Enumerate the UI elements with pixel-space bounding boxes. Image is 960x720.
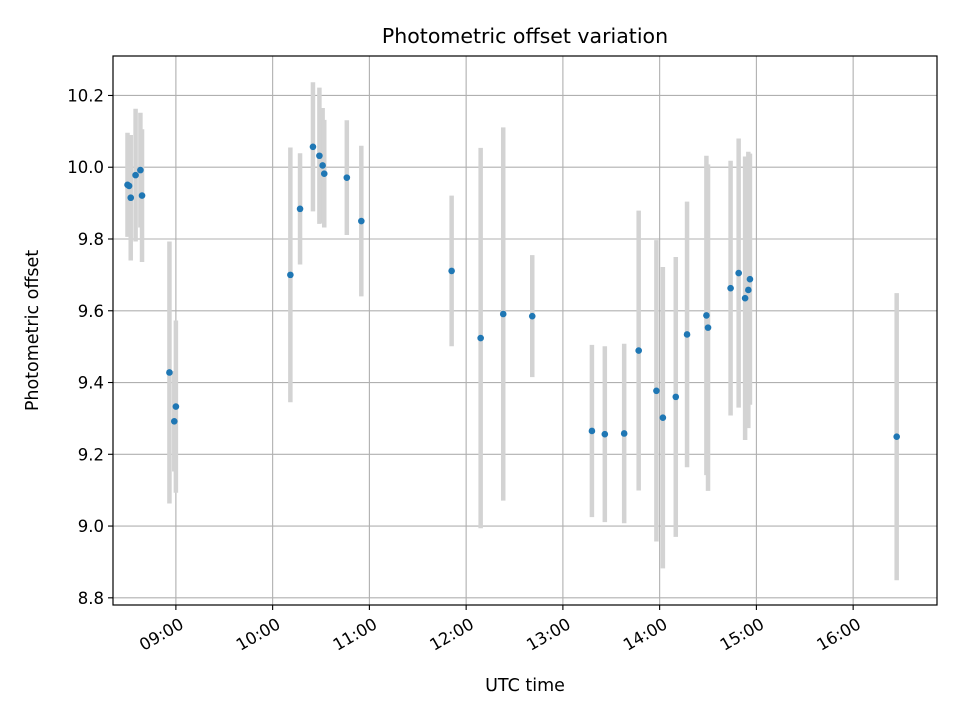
data-point [319, 162, 326, 169]
y-tick-label: 9.0 [78, 517, 104, 536]
data-point [125, 182, 133, 190]
data-point [166, 369, 173, 376]
data-point [672, 393, 680, 401]
data-point [477, 334, 484, 342]
data-point [316, 152, 323, 160]
data-point [132, 171, 139, 179]
data-point [659, 414, 667, 421]
data-point [138, 192, 146, 199]
y-tick-label: 8.8 [78, 589, 104, 608]
y-tick-label: 10.0 [67, 158, 104, 177]
y-tick-label: 9.2 [78, 445, 104, 464]
data-point [170, 417, 178, 425]
data-point [653, 387, 660, 395]
data-point [683, 331, 691, 338]
data-point [499, 310, 507, 318]
chart-title: Photometric offset variation [382, 24, 668, 48]
data-point [635, 347, 642, 354]
data-point [172, 403, 180, 410]
data-point [287, 271, 294, 279]
data-point [727, 284, 734, 292]
data-point [620, 430, 628, 437]
y-axis-label: Photometric offset [23, 250, 43, 411]
data-point [746, 275, 754, 283]
data-point [588, 427, 596, 435]
axes-frame [112, 55, 938, 606]
data-point [320, 170, 328, 177]
data-point [358, 217, 365, 225]
data-point [343, 174, 351, 181]
x-axis-label: UTC time [485, 676, 565, 696]
data-point [127, 194, 135, 202]
y-tick-label: 9.4 [78, 374, 104, 393]
y-tick-label: 9.8 [78, 230, 104, 249]
data-point [448, 267, 455, 275]
data-point [601, 430, 609, 438]
y-tick-label: 9.6 [78, 302, 104, 321]
data-point [528, 312, 536, 320]
data-point [137, 166, 144, 174]
grid [113, 56, 937, 605]
data-point [735, 269, 742, 277]
data-point [745, 286, 752, 294]
data-points [124, 143, 900, 441]
data-point [703, 312, 710, 319]
data-point [704, 324, 712, 331]
data-point [309, 143, 317, 151]
data-point [893, 433, 900, 441]
y-tick-label: 10.2 [67, 86, 104, 105]
data-point [741, 294, 749, 302]
data-point [296, 205, 304, 213]
